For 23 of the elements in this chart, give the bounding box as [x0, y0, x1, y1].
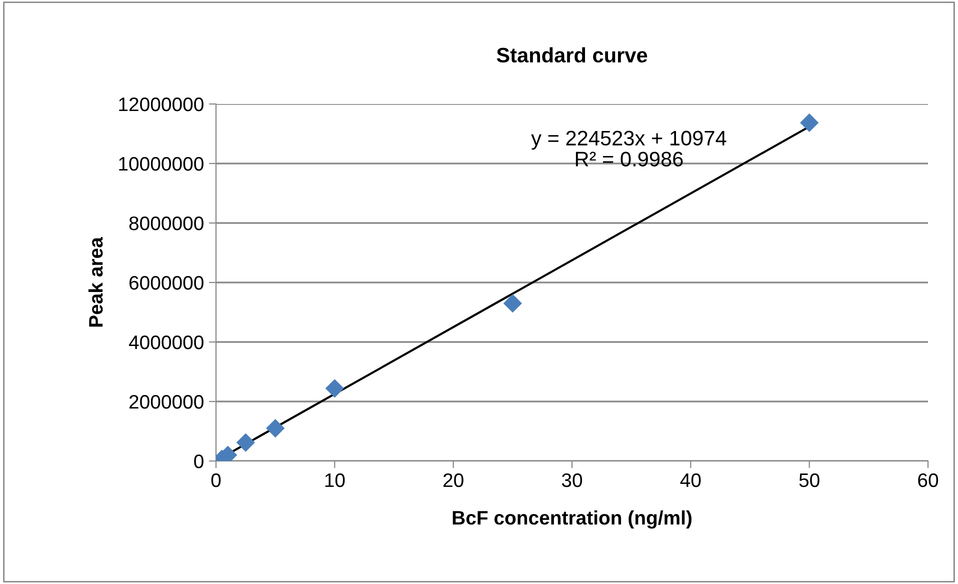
y-tick-label: 2000000 [129, 394, 204, 409]
point [236, 433, 255, 452]
x-tick-label: 10 [325, 473, 345, 488]
y-axis-title: Peak area [88, 236, 103, 327]
point [266, 418, 285, 438]
x-tick-label: 0 [211, 473, 221, 488]
point [800, 113, 819, 132]
annotation: y = 224523x + 10974 R² = 0.9986 [531, 130, 726, 166]
y-tick-label: 0 [194, 454, 204, 468]
y-tick-label: 6000000 [129, 276, 204, 290]
x-tick-label: 60 [918, 473, 938, 488]
x-tick-label: 20 [444, 473, 464, 488]
x-tick-label: 50 [799, 473, 820, 488]
y-tick-label: 12000000 [119, 97, 204, 112]
x-tick-label: 30 [562, 473, 582, 488]
x-axis-title: BcF concentration (ng/ml) [452, 510, 692, 529]
y-tick-label: 10000000 [119, 156, 204, 171]
point [503, 294, 522, 313]
y-tick-label: 4000000 [128, 335, 204, 350]
point [325, 379, 344, 398]
chart-title: Standard curve [496, 47, 648, 63]
y-tick-label: 8000000 [129, 216, 204, 230]
x-tick-label: 40 [680, 473, 701, 488]
